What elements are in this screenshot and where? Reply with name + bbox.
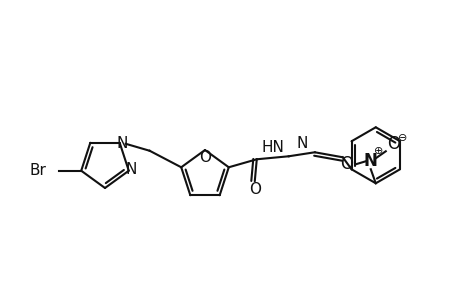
Text: ⊖: ⊖ (397, 133, 407, 143)
Text: N: N (363, 152, 377, 170)
Text: O: O (386, 135, 399, 153)
Text: O: O (340, 155, 353, 173)
Text: N: N (116, 136, 127, 151)
Text: O: O (199, 151, 211, 166)
Text: Br: Br (29, 163, 46, 178)
Text: ⊕: ⊕ (373, 146, 383, 156)
Text: HN: HN (261, 140, 284, 155)
Text: O: O (248, 182, 260, 197)
Text: N: N (296, 136, 307, 151)
Text: N: N (125, 162, 136, 177)
